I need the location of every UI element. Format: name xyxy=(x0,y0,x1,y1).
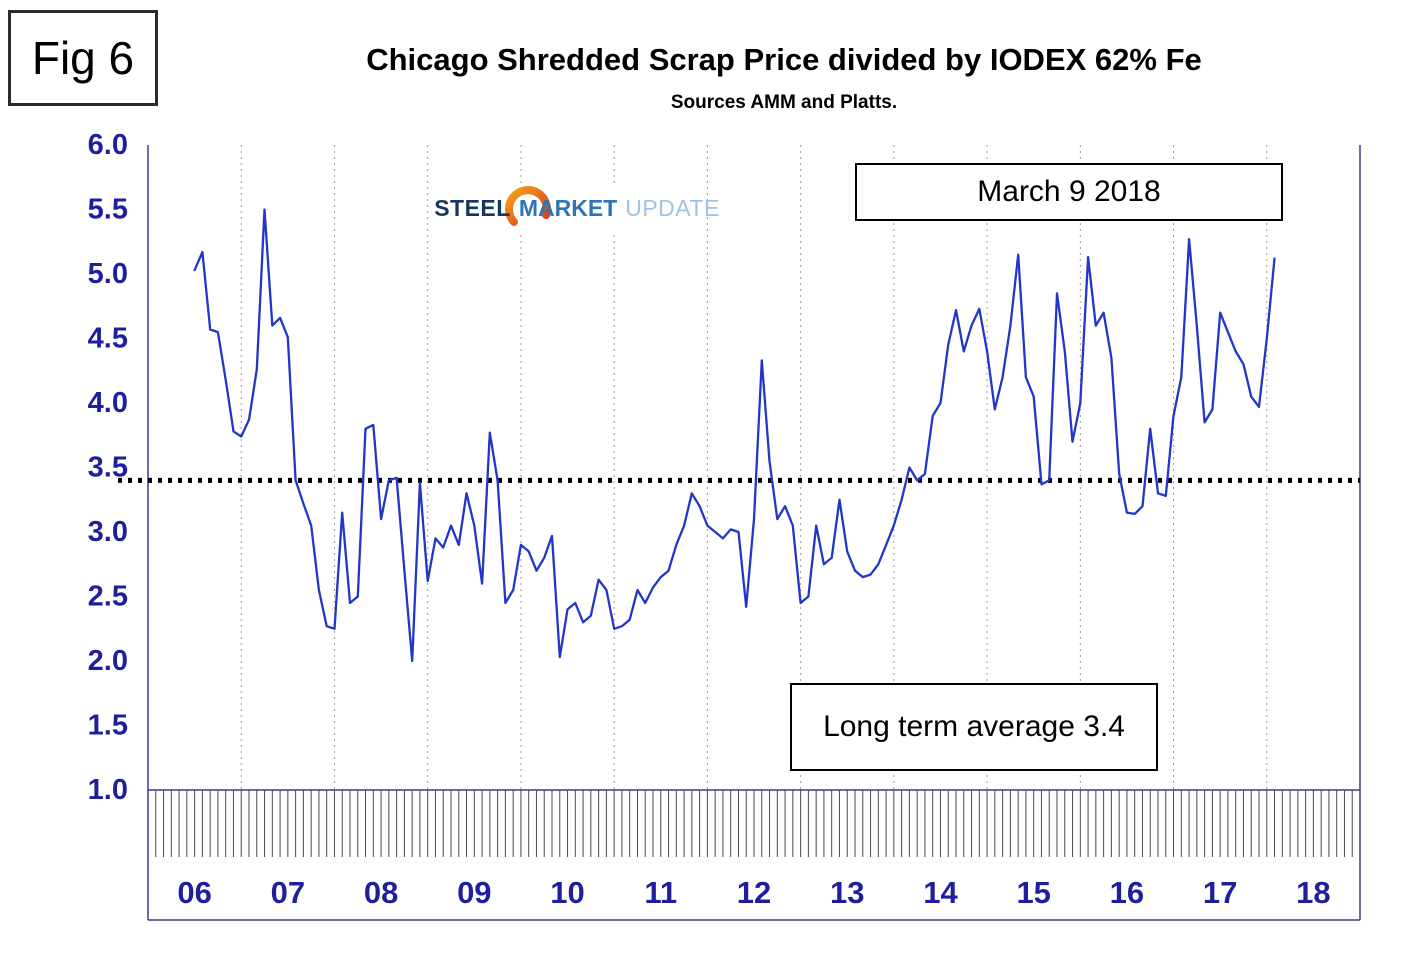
figure-number-box: Fig 6 xyxy=(8,10,158,106)
x-year-label: 12 xyxy=(737,875,771,910)
logo-swoosh-icon xyxy=(504,186,551,226)
ratio-series-line xyxy=(193,208,1276,663)
logo-word-market: MARKET xyxy=(518,194,618,221)
y-tick-label: 4.5 xyxy=(88,323,128,355)
y-tick-label: 3.0 xyxy=(88,516,128,548)
logo-word-update: UPDATE xyxy=(625,194,720,221)
x-year-label: 08 xyxy=(364,875,398,910)
x-year-label: 14 xyxy=(923,875,958,910)
y-tick-label: 5.0 xyxy=(88,258,128,290)
chart-title: Chicago Shredded Scrap Price divided by … xyxy=(366,42,1202,77)
x-year-label: 17 xyxy=(1203,875,1237,910)
x-year-label: 16 xyxy=(1110,875,1144,910)
logo-text: STEEL MARKET UPDATE xyxy=(434,183,719,233)
x-year-label: 06 xyxy=(177,875,211,910)
x-year-label: 07 xyxy=(271,875,305,910)
y-tick-label: 5.5 xyxy=(88,194,128,226)
y-tick-label: 4.0 xyxy=(88,387,128,419)
y-tick-label: 2.0 xyxy=(88,645,128,677)
date-annotation-box: March 9 2018 xyxy=(855,163,1283,221)
logo-word-steel: STEEL xyxy=(434,194,511,221)
x-year-label: 09 xyxy=(457,875,491,910)
figure-number-label: Fig 6 xyxy=(31,32,135,84)
y-tick-label: 1.5 xyxy=(88,710,128,742)
x-year-label: 10 xyxy=(550,875,584,910)
x-year-label: 18 xyxy=(1296,875,1330,910)
y-tick-label: 2.5 xyxy=(88,581,128,613)
chart-subtitle: Sources AMM and Platts. xyxy=(670,92,898,113)
steel-market-update-logo: STEEL MARKET UPDATE xyxy=(434,183,719,233)
y-tick-label: 6.0 xyxy=(88,129,128,161)
date-annotation-label: March 9 2018 xyxy=(977,175,1161,208)
x-year-label: 11 xyxy=(644,875,677,910)
long-term-average-label: Long term average 3.4 xyxy=(823,710,1125,743)
x-year-label: 13 xyxy=(830,875,864,910)
y-tick-label: 1.0 xyxy=(88,774,128,806)
x-year-label: 15 xyxy=(1016,875,1050,910)
long-term-average-box: Long term average 3.4 xyxy=(790,683,1158,771)
